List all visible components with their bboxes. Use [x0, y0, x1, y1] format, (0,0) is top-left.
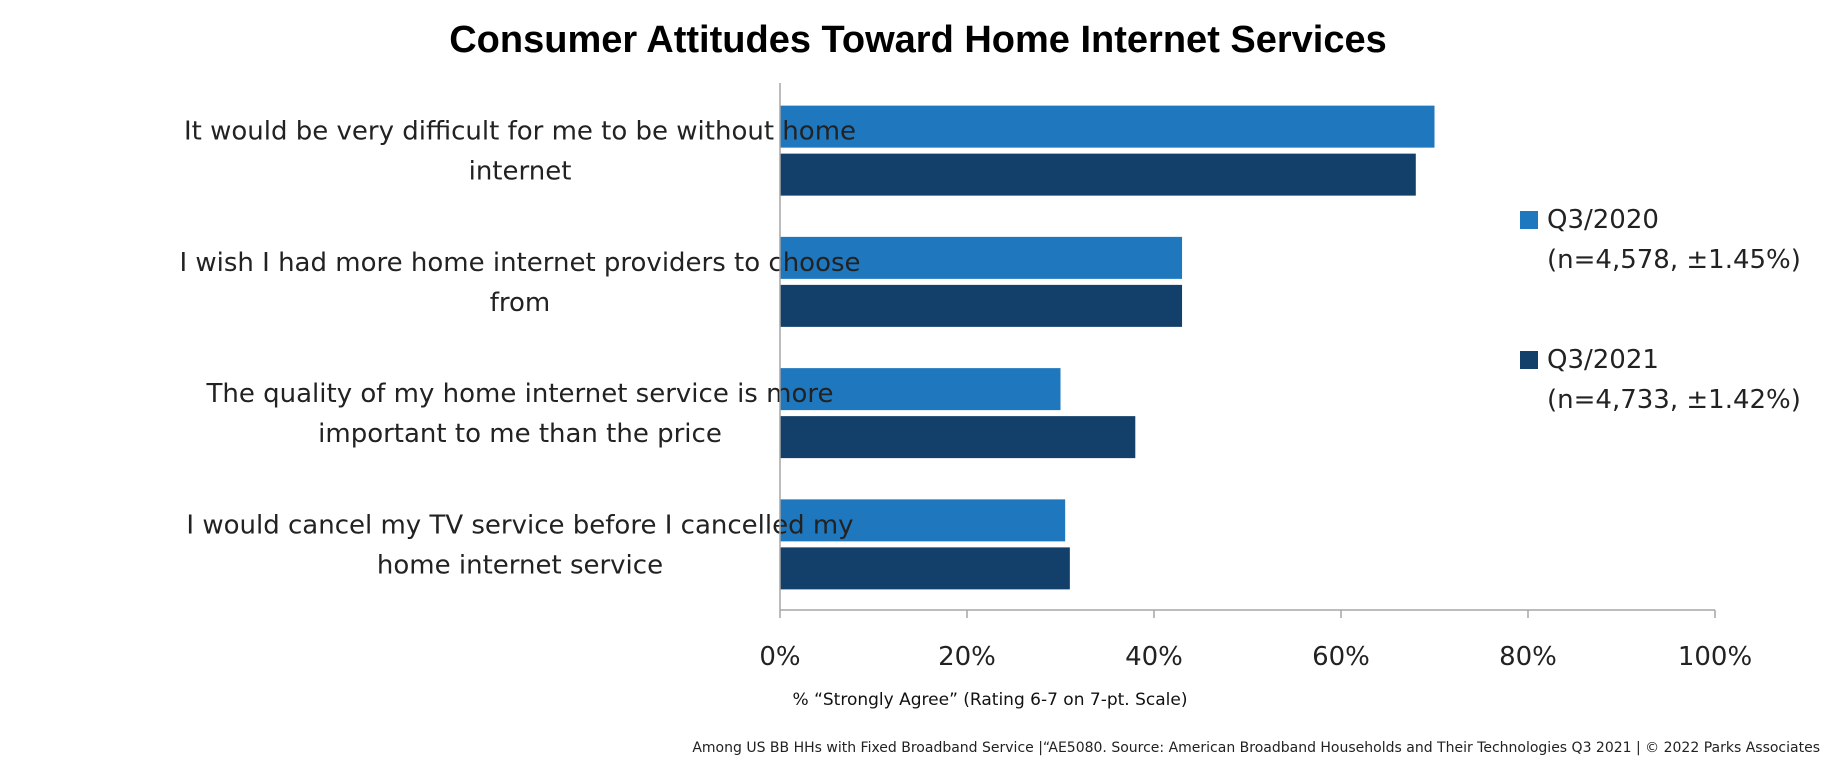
- x-axis-ticks: 0% 20% 40% 60% 80% 100%: [759, 610, 1752, 672]
- x-tick-label-4: 60%: [1312, 642, 1370, 672]
- bar-series-1-category-4: [780, 499, 1066, 542]
- legend-swatch-1: [1520, 211, 1538, 229]
- category-label-3-line-2: important to me than the price: [318, 419, 722, 449]
- legend: Q3/2020 (n=4,578, ±1.45%) Q3/2021 (n=4,733,…: [1520, 205, 1801, 415]
- category-label-1-line-2: internet: [469, 157, 572, 187]
- x-tick-label-1: 0%: [759, 642, 800, 672]
- bar-series-2-category-4: [780, 547, 1070, 590]
- bars-layer: [780, 105, 1435, 590]
- category-label-3-line-1: The quality of my home internet service …: [206, 379, 834, 409]
- bar-series-1-category-1: [780, 105, 1435, 148]
- bar-series-1-category-2: [780, 236, 1183, 279]
- x-axis-title: % “Strongly Agree” (Rating 6-7 on 7-pt. …: [793, 690, 1188, 710]
- legend-label-2-line-1: Q3/2021: [1547, 345, 1659, 375]
- bar-series-2-category-2: [780, 284, 1183, 327]
- category-label-4-line-2: home internet service: [377, 550, 663, 580]
- category-label-2-line-2: from: [490, 288, 551, 318]
- category-label-4-line-1: I would cancel my TV service before I ca…: [186, 510, 853, 540]
- legend-label-2-line-2: (n=4,733, ±1.42%): [1547, 385, 1801, 415]
- bar-series-2-category-3: [780, 416, 1136, 459]
- legend-label-1-line-1: Q3/2020: [1547, 205, 1659, 235]
- legend-label-1-line-2: (n=4,578, ±1.45%): [1547, 245, 1801, 275]
- bar-series-2-category-1: [780, 153, 1416, 196]
- category-label-1-line-1: It would be very difficult for me to be …: [184, 117, 856, 147]
- category-labels: It would be very difficult for me to be …: [179, 117, 860, 581]
- bar-series-1-category-3: [780, 368, 1061, 411]
- x-tick-label-6: 100%: [1678, 642, 1752, 672]
- x-tick-label-3: 40%: [1125, 642, 1183, 672]
- x-tick-label-5: 80%: [1499, 642, 1557, 672]
- source-footnote: Among US BB HHs with Fixed Broadband Ser…: [692, 740, 1820, 756]
- x-tick-label-2: 20%: [938, 642, 996, 672]
- chart-title: Consumer Attitudes Toward Home Internet …: [449, 19, 1387, 61]
- legend-swatch-2: [1520, 351, 1538, 369]
- category-label-2-line-1: I wish I had more home internet provider…: [179, 248, 860, 278]
